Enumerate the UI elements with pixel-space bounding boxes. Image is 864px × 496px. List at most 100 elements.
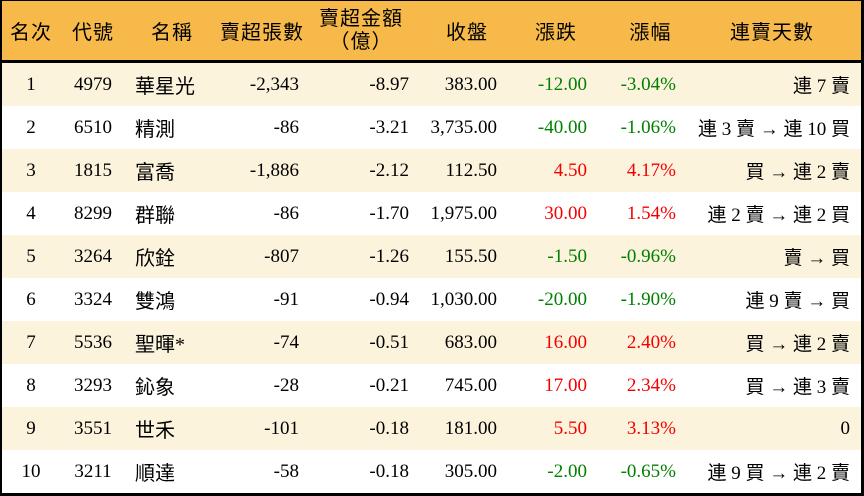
cell-change-pct: -1.90%	[620, 288, 676, 310]
cell-name: 雙鴻	[135, 291, 175, 313]
col-header-sell-amount: 賣超金額 （億）	[306, 8, 416, 54]
cell-change-pct: -0.96%	[620, 245, 676, 267]
cell-rank: 3	[26, 159, 36, 181]
table-row: 7 5536 聖暉* -74 -0.51 683.00 16.00 2.40% …	[2, 321, 861, 364]
cell-change-pct: 2.40%	[626, 331, 676, 353]
cell-sell-volume: -28	[273, 374, 299, 396]
cell-streak: 買 → 連 2 賣	[745, 334, 850, 355]
cell-close: 383.00	[444, 73, 497, 95]
cell-sell-volume: -58	[273, 460, 299, 482]
cell-rank: 7	[26, 331, 36, 353]
cell-code: 3211	[74, 460, 112, 482]
cell-code: 3293	[74, 374, 112, 396]
cell-name: 順達	[135, 463, 175, 485]
cell-streak: 賣 → 買	[783, 248, 850, 269]
cell-code: 6510	[74, 116, 112, 138]
table-row: 10 3211 順達 -58 -0.18 305.00 -2.00 -0.65%…	[2, 450, 861, 493]
cell-sell-amount: -1.26	[369, 245, 409, 267]
col-header-code: 代號	[72, 22, 114, 44]
cell-change: -2.00	[547, 460, 587, 482]
cell-streak: 連 2 賣 → 連 2 買	[707, 205, 850, 226]
cell-rank: 6	[26, 288, 36, 310]
cell-code: 8299	[74, 202, 112, 224]
table-row: 9 3551 世禾 -101 -0.18 181.00 5.50 3.13% 0	[2, 407, 861, 450]
cell-sell-volume: -86	[273, 116, 299, 138]
cell-streak: 買 → 連 2 賣	[745, 162, 850, 183]
cell-streak: 連 9 買 → 連 2 賣	[707, 463, 850, 484]
cell-sell-amount: -0.51	[369, 331, 409, 353]
cell-change-pct: 1.54%	[626, 202, 676, 224]
col-header-change: 漲跌	[535, 22, 577, 44]
cell-rank: 5	[26, 245, 36, 267]
cell-close: 155.50	[444, 245, 497, 267]
cell-rank: 1	[26, 73, 36, 95]
cell-sell-volume: -91	[273, 288, 299, 310]
table-row: 4 8299 群聯 -86 -1.70 1,975.00 30.00 1.54%…	[2, 192, 861, 235]
cell-change: 17.00	[544, 374, 587, 396]
cell-code: 4979	[74, 73, 112, 95]
col-header-close: 收盤	[446, 22, 488, 44]
cell-name: 欣銓	[135, 248, 175, 270]
cell-close: 112.50	[445, 159, 497, 181]
cell-sell-volume: -74	[273, 331, 299, 353]
cell-code: 3324	[74, 288, 112, 310]
cell-name: 鈊象	[135, 377, 175, 399]
table-row: 3 1815 富喬 -1,886 -2.12 112.50 4.50 4.17%…	[2, 149, 861, 192]
cell-close: 683.00	[444, 331, 497, 353]
cell-sell-amount: -2.12	[369, 159, 409, 181]
cell-sell-amount: -3.21	[369, 116, 409, 138]
cell-name: 精測	[135, 119, 175, 141]
col-header-rank: 名次	[10, 22, 52, 44]
cell-sell-volume: -2,343	[249, 73, 299, 95]
cell-rank: 4	[26, 202, 36, 224]
cell-sell-volume: -807	[264, 245, 299, 267]
cell-change: -40.00	[537, 116, 587, 138]
cell-change-pct: 2.34%	[626, 374, 676, 396]
cell-rank: 8	[26, 374, 36, 396]
cell-name: 華星光	[135, 76, 195, 98]
table-body: 1 4979 華星光 -2,343 -8.97 383.00 -12.00 -3…	[2, 63, 861, 493]
cell-code: 3551	[74, 417, 112, 439]
cell-streak: 買 → 連 3 賣	[745, 377, 850, 398]
cell-sell-amount: -0.18	[369, 460, 409, 482]
col-header-change-pct: 漲幅	[629, 22, 672, 44]
col-header-sell-amount-line1: 賣超金額	[319, 7, 403, 30]
table-header-row: 名次 代號 名稱 賣超張數 賣超金額 （億） 收盤 漲跌 漲幅 連賣天數	[2, 1, 861, 63]
cell-change-pct: 3.13%	[626, 417, 676, 439]
cell-streak: 連 3 賣 → 連 10 買	[697, 119, 850, 140]
cell-change: -1.50	[547, 245, 587, 267]
cell-code: 1815	[74, 159, 112, 181]
cell-change: -12.00	[537, 73, 587, 95]
table-row: 6 3324 雙鴻 -91 -0.94 1,030.00 -20.00 -1.9…	[2, 278, 861, 321]
cell-rank: 10	[21, 460, 41, 482]
cell-name: 世禾	[135, 420, 175, 442]
col-header-sell-volume: 賣超張數	[220, 22, 304, 44]
cell-sell-amount: -0.94	[369, 288, 409, 310]
table-row: 8 3293 鈊象 -28 -0.21 745.00 17.00 2.34% 買…	[2, 364, 861, 407]
cell-change: 5.50	[553, 417, 587, 439]
cell-name: 聖暉*	[135, 334, 185, 356]
cell-change-pct: -3.04%	[620, 73, 676, 95]
col-header-name: 名稱	[151, 22, 193, 44]
cell-name: 富喬	[135, 162, 175, 184]
cell-streak: 0	[840, 417, 851, 439]
table-row: 5 3264 欣銓 -807 -1.26 155.50 -1.50 -0.96%…	[2, 235, 861, 278]
cell-sell-amount: -8.97	[369, 73, 409, 95]
cell-code: 5536	[74, 331, 112, 353]
table-row: 1 4979 華星光 -2,343 -8.97 383.00 -12.00 -3…	[2, 63, 861, 106]
cell-change-pct: -0.65%	[620, 460, 676, 482]
cell-change-pct: 4.17%	[626, 159, 676, 181]
table-row: 2 6510 精測 -86 -3.21 3,735.00 -40.00 -1.0…	[2, 106, 861, 149]
cell-sell-amount: -0.18	[369, 417, 409, 439]
cell-sell-volume: -1,886	[249, 159, 299, 181]
cell-close: 305.00	[444, 460, 497, 482]
cell-code: 3264	[74, 245, 112, 267]
cell-close: 745.00	[444, 374, 497, 396]
cell-name: 群聯	[135, 205, 175, 227]
col-header-sell-amount-line2: （億）	[329, 30, 393, 53]
cell-close: 1,975.00	[430, 202, 498, 224]
cell-sell-volume: -86	[273, 202, 299, 224]
cell-streak: 連 9 賣 → 買	[745, 291, 850, 312]
cell-rank: 9	[26, 417, 36, 439]
